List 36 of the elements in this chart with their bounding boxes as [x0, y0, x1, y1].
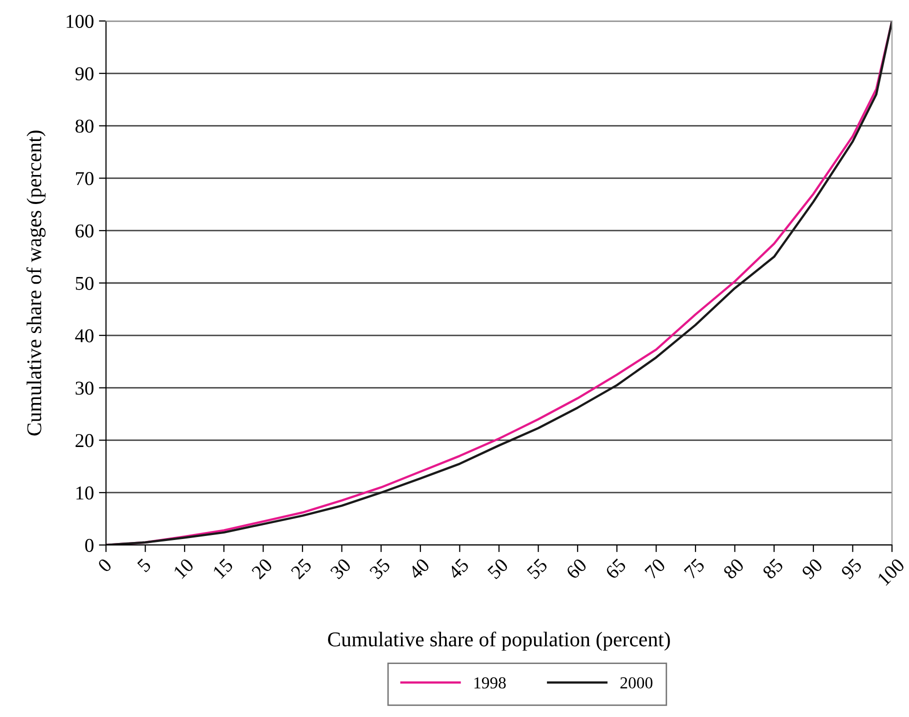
y-tick-label: 70 — [76, 172, 94, 186]
x-tick-label: 95 — [840, 558, 862, 580]
x-tick-label: 25 — [290, 558, 312, 580]
y-tick-label: 90 — [75, 67, 94, 80]
x-tick-label: 0 — [97, 558, 112, 573]
legend-label: 1998 — [474, 677, 506, 688]
x-axis-title: Cumulative share of population (percent) — [328, 632, 670, 651]
x-tick-label: 65 — [604, 558, 627, 580]
y-tick-label: 0 — [85, 538, 94, 552]
x-tick-label: 100 — [877, 558, 906, 586]
x-tick-label: 35 — [369, 558, 391, 580]
y-tick-label: 10 — [76, 486, 94, 500]
x-tick-label: 50 — [487, 558, 509, 580]
x-tick-label: 75 — [684, 558, 706, 580]
y-tick-label: 20 — [76, 434, 94, 448]
x-tick-label: 20 — [251, 558, 273, 580]
x-tick-label: 90 — [801, 558, 824, 580]
x-tick-label: 40 — [408, 558, 430, 580]
x-tick-label: 80 — [722, 558, 745, 580]
y-axis-title: Cumulative share of wages (percent) — [26, 130, 46, 436]
y-tick-label: 100 — [66, 14, 94, 28]
x-tick-label: 55 — [526, 558, 548, 580]
x-tick-label: 30 — [330, 558, 352, 580]
x-tick-label: 85 — [762, 558, 784, 580]
x-tick-label: 60 — [565, 558, 588, 580]
x-tick-label: 5 — [136, 558, 152, 573]
legend-label: 2000 — [620, 677, 652, 688]
x-tick-label: 15 — [212, 558, 234, 580]
y-tick-label: 60 — [76, 224, 94, 238]
x-tick-label: 70 — [644, 558, 666, 580]
x-tick-label: 45 — [447, 558, 470, 580]
y-tick-label: 30 — [76, 382, 94, 395]
y-tick-label: 50 — [76, 276, 94, 290]
y-tick-label: 80 — [75, 120, 94, 133]
x-tick-label: 10 — [173, 558, 194, 580]
y-tick-label: 40 — [75, 329, 94, 342]
